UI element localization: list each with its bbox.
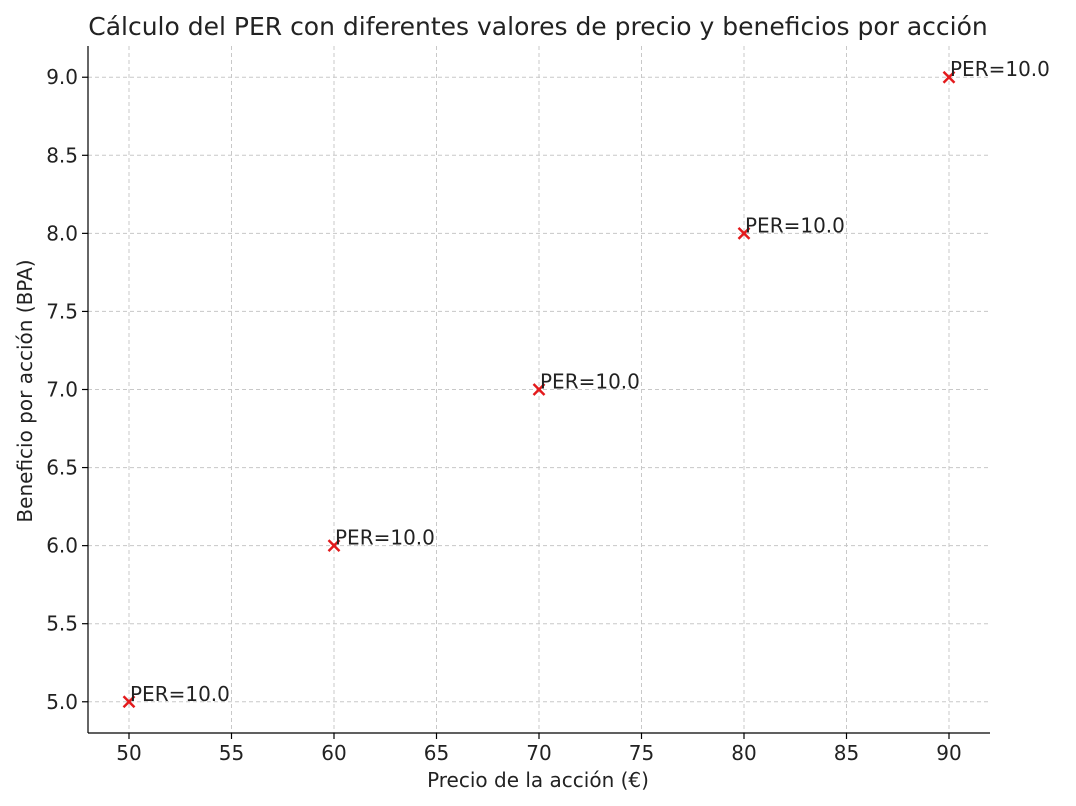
y-axis-ticks: 5.0 5.5 6.0 6.5 7.0 7.5 8.0 8.5 9.0 — [46, 65, 88, 714]
y-tick-label-6: 8.0 — [46, 221, 78, 245]
chart-title: Cálculo del PER con diferentes valores d… — [88, 12, 988, 41]
x-tick-label-1: 55 — [219, 741, 244, 765]
x-tick-label-5: 75 — [629, 741, 654, 765]
y-tick-label-0: 5.0 — [46, 690, 78, 714]
x-axis-title: Precio de la acción (€) — [427, 768, 649, 792]
y-axis-title: Beneficio por acción (BPA) — [13, 259, 37, 522]
x-axis-ticks: 50 55 60 65 70 75 80 85 90 — [116, 733, 962, 765]
x-tick-label-3: 65 — [424, 741, 449, 765]
point-label-2: PER=10.0 — [540, 370, 640, 394]
y-tick-label-7: 8.5 — [46, 143, 78, 167]
point-marker-2 — [532, 383, 546, 396]
y-tick-label-4: 7.0 — [46, 378, 78, 402]
point-label-0: PER=10.0 — [130, 682, 230, 706]
point-marker-4 — [942, 70, 956, 84]
y-tick-label-1: 5.5 — [46, 612, 78, 636]
data-points: PER=10.0 PER=10.0 PER=10.0 PER=10.0 PER=10.0 — [122, 57, 1050, 709]
point-label-1: PER=10.0 — [335, 526, 435, 550]
y-tick-label-3: 6.5 — [46, 456, 78, 480]
point-marker-3 — [737, 226, 751, 240]
x-tick-label-6: 80 — [731, 741, 756, 765]
y-tick-label-8: 9.0 — [46, 65, 78, 89]
x-tick-label-7: 85 — [834, 741, 859, 765]
x-tick-label-2: 60 — [321, 741, 346, 765]
x-tick-label-4: 70 — [526, 741, 551, 765]
point-label-4: PER=10.0 — [950, 57, 1050, 81]
grid — [88, 46, 990, 733]
x-tick-label-8: 90 — [936, 741, 961, 765]
y-tick-label-2: 6.0 — [46, 534, 78, 558]
y-tick-label-5: 7.5 — [46, 299, 78, 323]
point-marker-1 — [327, 539, 341, 553]
point-label-3: PER=10.0 — [745, 213, 845, 237]
x-tick-label-0: 50 — [116, 741, 141, 765]
point-marker-0 — [122, 695, 136, 709]
